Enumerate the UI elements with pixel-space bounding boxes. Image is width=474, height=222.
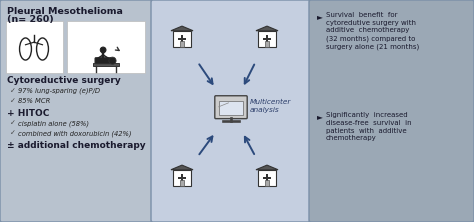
Text: Cytoreductive surgery: Cytoreductive surgery xyxy=(7,76,121,85)
Polygon shape xyxy=(171,165,193,170)
FancyBboxPatch shape xyxy=(0,0,152,222)
Text: ± additional chemotherapy: ± additional chemotherapy xyxy=(7,141,146,150)
FancyBboxPatch shape xyxy=(180,42,183,47)
FancyBboxPatch shape xyxy=(173,31,191,47)
FancyBboxPatch shape xyxy=(219,101,243,115)
FancyBboxPatch shape xyxy=(181,35,183,43)
FancyBboxPatch shape xyxy=(181,174,183,182)
Text: ✓: ✓ xyxy=(10,88,16,94)
FancyBboxPatch shape xyxy=(263,38,271,40)
FancyBboxPatch shape xyxy=(215,96,247,119)
FancyBboxPatch shape xyxy=(309,0,474,222)
Text: ►: ► xyxy=(317,12,323,21)
FancyBboxPatch shape xyxy=(258,170,276,186)
FancyBboxPatch shape xyxy=(173,170,191,186)
FancyBboxPatch shape xyxy=(67,21,145,73)
FancyBboxPatch shape xyxy=(151,0,310,222)
Polygon shape xyxy=(171,26,193,31)
FancyBboxPatch shape xyxy=(265,174,268,182)
Text: (n= 260): (n= 260) xyxy=(7,15,54,24)
Text: 85% MCR: 85% MCR xyxy=(18,98,50,104)
Text: ►: ► xyxy=(317,112,323,121)
FancyBboxPatch shape xyxy=(180,180,183,186)
Polygon shape xyxy=(256,165,278,170)
FancyBboxPatch shape xyxy=(263,177,271,179)
Text: 97% lung-sparing (e)P/D: 97% lung-sparing (e)P/D xyxy=(18,88,100,95)
Text: ✓: ✓ xyxy=(10,98,16,104)
Polygon shape xyxy=(256,26,278,31)
Circle shape xyxy=(100,47,106,53)
FancyBboxPatch shape xyxy=(265,42,269,47)
FancyBboxPatch shape xyxy=(93,63,119,66)
FancyBboxPatch shape xyxy=(95,57,111,64)
Text: + HITOC: + HITOC xyxy=(7,109,49,118)
Text: Survival  benefit  for
cytoredutive surgery with
additive  chemotherapy
(32 mont: Survival benefit for cytoredutive surger… xyxy=(326,12,419,50)
FancyBboxPatch shape xyxy=(265,180,269,186)
Text: Multicenter
analysis: Multicenter analysis xyxy=(250,99,292,113)
FancyBboxPatch shape xyxy=(178,177,186,179)
Text: ✓: ✓ xyxy=(10,120,16,126)
FancyBboxPatch shape xyxy=(6,21,63,73)
FancyBboxPatch shape xyxy=(178,38,186,40)
Text: ✓: ✓ xyxy=(10,130,16,136)
Text: cisplatin alone (58%): cisplatin alone (58%) xyxy=(18,120,89,127)
FancyBboxPatch shape xyxy=(265,35,268,43)
Text: Significantly  increased
disease-free  survival  in
patients  with  additive
che: Significantly increased disease-free sur… xyxy=(326,112,411,141)
Text: combined with doxorubicin (42%): combined with doxorubicin (42%) xyxy=(18,130,131,137)
Circle shape xyxy=(109,57,116,64)
Text: Pleural Mesothelioma: Pleural Mesothelioma xyxy=(7,7,123,16)
FancyBboxPatch shape xyxy=(258,31,276,47)
